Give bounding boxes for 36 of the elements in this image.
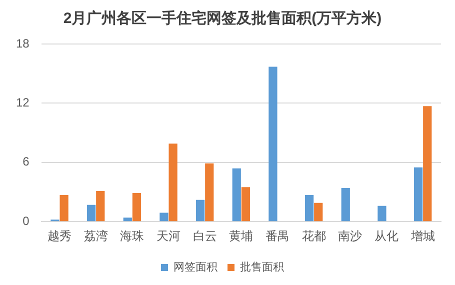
x-tick-label: 海珠 bbox=[120, 229, 144, 244]
y-tick-label: 6 bbox=[22, 154, 30, 169]
bar bbox=[241, 187, 250, 222]
x-tick-label: 黄埔 bbox=[229, 229, 254, 244]
legend-label: 批售面积 bbox=[240, 262, 284, 274]
x-tick-label: 越秀 bbox=[48, 229, 72, 244]
x-tick-label: 荔湾 bbox=[84, 229, 108, 244]
legend-label: 网签面积 bbox=[174, 262, 218, 274]
y-tick-label: 0 bbox=[22, 214, 30, 228]
y-tick-label: 12 bbox=[16, 96, 30, 110]
x-tick-label: 番禺 bbox=[266, 229, 290, 244]
x-tick-label: 增城 bbox=[410, 229, 435, 244]
bar bbox=[60, 194, 68, 222]
x-tick-label: 花都 bbox=[302, 229, 326, 244]
bar bbox=[168, 144, 178, 222]
bar bbox=[341, 188, 350, 222]
bar bbox=[96, 191, 105, 222]
bar bbox=[123, 218, 132, 222]
bar bbox=[205, 163, 214, 222]
x-tick-label: 南沙 bbox=[338, 229, 362, 244]
x-tick-label: 天河 bbox=[156, 229, 181, 244]
x-tick-label: 白云 bbox=[192, 229, 217, 244]
y-tick-label: 18 bbox=[16, 36, 30, 50]
bar bbox=[414, 167, 423, 222]
bar bbox=[268, 66, 278, 222]
bar bbox=[314, 202, 323, 222]
bar bbox=[304, 194, 314, 222]
bar bbox=[132, 192, 142, 222]
bar bbox=[196, 200, 205, 222]
bar bbox=[423, 106, 432, 222]
bar bbox=[378, 206, 386, 222]
bar bbox=[232, 168, 241, 222]
x-tick-label: 从化 bbox=[374, 229, 398, 244]
chart-title: 2月广州各区一手住宅网签及批售面积(万平方米) bbox=[63, 9, 382, 28]
bar bbox=[86, 204, 96, 222]
bar bbox=[160, 212, 168, 222]
